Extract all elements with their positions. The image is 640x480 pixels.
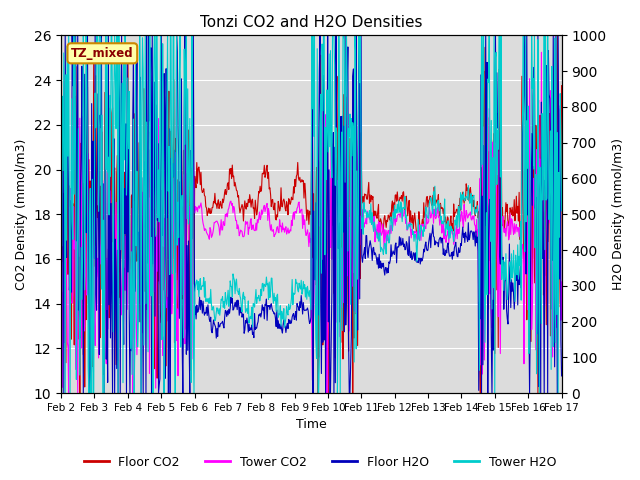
Floor H2O [387, 242, 395, 248]
Line: Tower CO2: Tower CO2 [61, 36, 561, 393]
Tower CO2 [65, 390, 72, 396]
Tower CO2 [387, 230, 395, 236]
Tower H2O [65, 33, 72, 38]
Tower H2O [557, 208, 565, 214]
Tower H2O [373, 235, 381, 241]
Tower H2O [170, 33, 178, 38]
Floor CO2 [554, 33, 561, 38]
Tower H2O [68, 96, 76, 102]
Floor H2O [118, 194, 126, 200]
Tower H2O [388, 220, 396, 226]
Tower H2O [57, 33, 65, 39]
Y-axis label: H2O Density (mmol/m3): H2O Density (mmol/m3) [612, 138, 625, 290]
Floor CO2 [387, 217, 395, 223]
Tower CO2 [169, 176, 177, 181]
Line: Floor H2O: Floor H2O [61, 36, 561, 393]
Tower CO2 [118, 271, 126, 277]
Tower CO2 [557, 279, 565, 285]
Tower H2O [196, 276, 204, 281]
Floor CO2 [118, 103, 126, 108]
Y-axis label: CO2 Density (mmol/m3): CO2 Density (mmol/m3) [15, 139, 28, 290]
Tower H2O [119, 380, 127, 385]
Floor CO2 [66, 243, 74, 249]
Floor CO2 [57, 90, 65, 96]
Floor H2O [557, 373, 565, 379]
Tower CO2 [552, 33, 559, 38]
Floor CO2 [76, 390, 84, 396]
Floor H2O [67, 198, 75, 204]
X-axis label: Time: Time [296, 419, 326, 432]
Tower CO2 [196, 205, 204, 211]
Tower CO2 [57, 381, 65, 387]
Floor H2O [169, 160, 177, 166]
Floor H2O [61, 33, 69, 38]
Line: Tower H2O: Tower H2O [61, 36, 561, 393]
Floor H2O [372, 255, 380, 261]
Floor H2O [57, 390, 65, 396]
Tower H2O [61, 390, 69, 396]
Floor CO2 [169, 190, 177, 196]
Legend: Floor CO2, Tower CO2, Floor H2O, Tower H2O: Floor CO2, Tower CO2, Floor H2O, Tower H… [79, 451, 561, 474]
Floor CO2 [557, 83, 565, 88]
Tower CO2 [67, 186, 75, 192]
Line: Floor CO2: Floor CO2 [61, 36, 561, 393]
Tower CO2 [372, 231, 380, 237]
Title: Tonzi CO2 and H2O Densities: Tonzi CO2 and H2O Densities [200, 15, 422, 30]
Floor H2O [196, 294, 204, 300]
Floor CO2 [196, 169, 204, 175]
Text: TZ_mixed: TZ_mixed [71, 47, 134, 60]
Floor CO2 [372, 214, 380, 220]
